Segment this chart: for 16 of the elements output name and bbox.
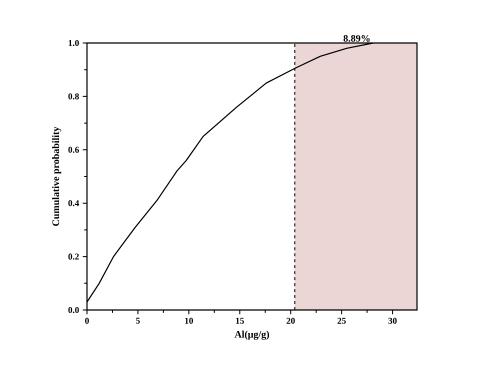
x-tick-label: 0: [85, 318, 89, 324]
y-tick-label: 1.0: [68, 40, 79, 46]
x-tick-label: 20: [286, 318, 295, 324]
y-tick-label: 0.6: [68, 146, 79, 153]
x-tick-label: 25: [338, 318, 346, 324]
y-tick-label: 0.0: [68, 306, 79, 314]
y-tick-label: 0.4: [68, 200, 80, 206]
x-tick-label: 15: [236, 318, 244, 324]
x-tick-label: 30: [388, 318, 397, 324]
y-tick-label: 0.2: [68, 254, 79, 260]
x-tick-label: 5: [136, 318, 140, 324]
y-tick-label: 0.8: [68, 93, 79, 100]
annotation: 8.89%: [344, 35, 370, 42]
x-axis-title: Al(μg/g): [234, 330, 270, 340]
y-axis-title: Cumulative probability: [52, 126, 62, 226]
x-tick-label: 10: [185, 318, 193, 324]
